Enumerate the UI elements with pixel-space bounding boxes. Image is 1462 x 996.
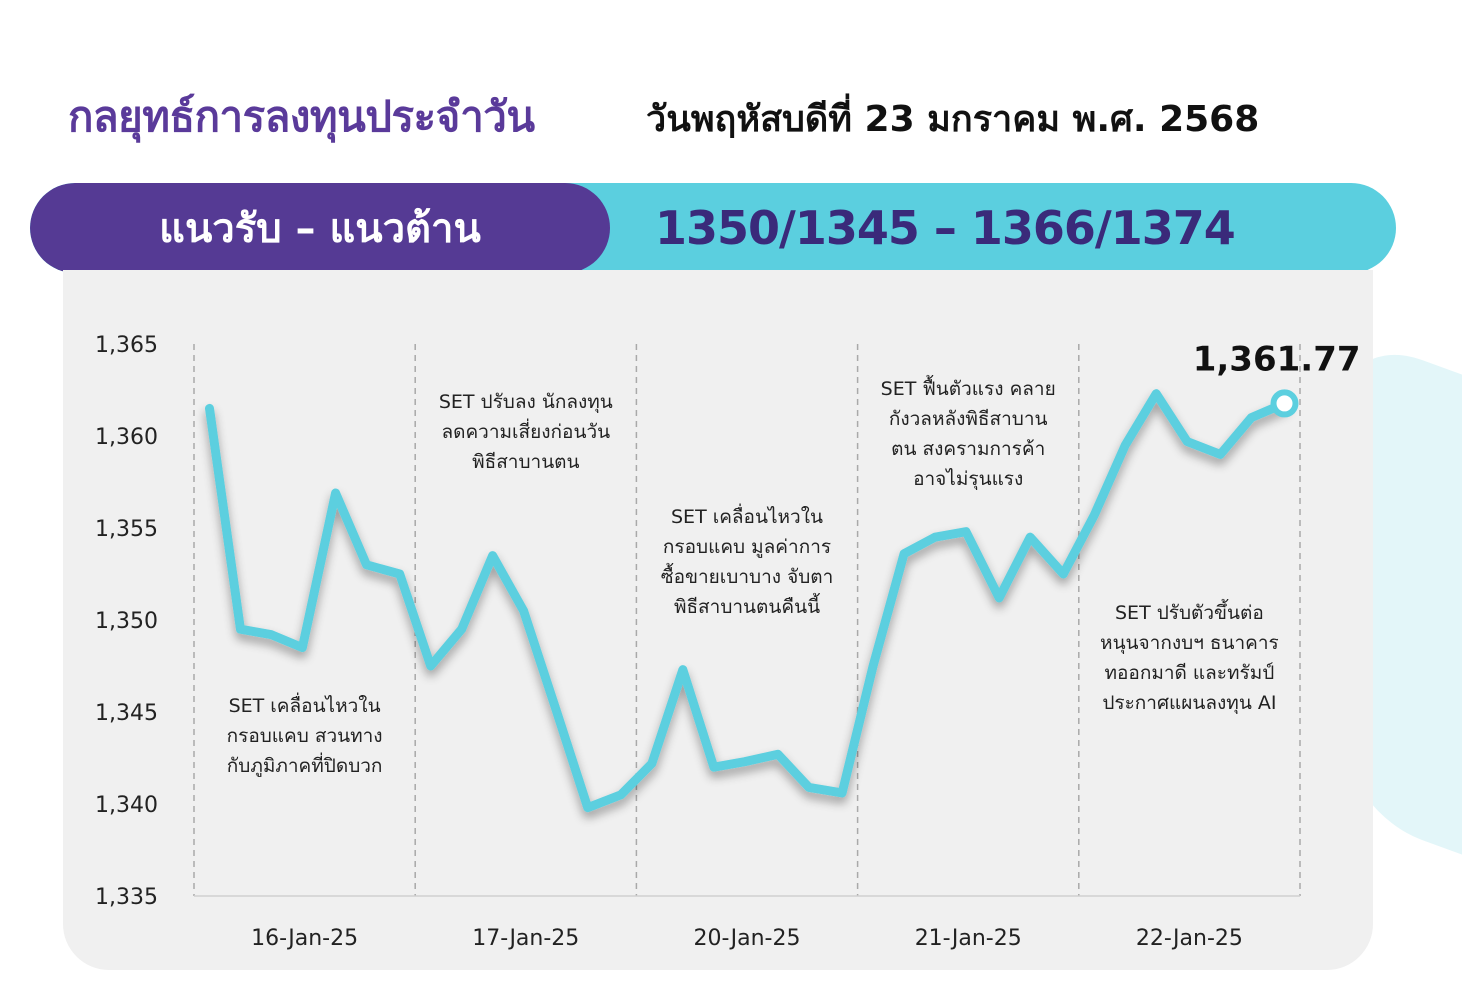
annotation-line: SET เคลื่อนไหวใน <box>229 692 381 717</box>
data-point <box>963 529 968 534</box>
annotation-line: กับภูมิภาคที่ปิดบวก <box>227 752 383 777</box>
data-point <box>300 645 305 650</box>
data-point <box>238 627 243 632</box>
chart-panel <box>63 270 1373 970</box>
data-point <box>1249 415 1254 420</box>
data-point <box>933 535 938 540</box>
data-point <box>333 491 338 496</box>
annotation-line: ประกาศแผนลงทุน AI <box>1102 692 1276 715</box>
support-resistance-band: แนวรับ – แนวต้าน 1350/1345 – 1366/1374 <box>30 183 1396 273</box>
annotation-line: SET ปรับลง นักลงทุน <box>439 391 613 414</box>
data-point <box>428 664 433 668</box>
annotation-line: ลดความเสี่ยงก่อนวัน <box>441 418 610 443</box>
y-tick-label: 1,345 <box>95 701 158 726</box>
data-point <box>840 790 845 795</box>
annotation-line: ตน สงครามการค้า <box>891 438 1045 460</box>
y-tick-label: 1,355 <box>95 517 158 542</box>
annotation-line: กรอบแคบ สวนทาง <box>227 725 383 747</box>
data-point <box>649 761 654 766</box>
data-point <box>585 805 590 810</box>
annotation-line: SET เคลื่อนไหวใน <box>671 503 823 528</box>
data-point <box>902 551 907 556</box>
y-axis: 1,365 1,360 1,355 1,350 1,345 1,340 1,335 <box>95 333 158 910</box>
annotation-line: SET ฟื้นตัวแรง คลาย <box>881 375 1056 400</box>
data-point <box>1123 443 1128 448</box>
annotation-line: พิธีสาบานตน <box>472 451 579 473</box>
data-point <box>871 664 876 668</box>
data-point <box>1092 513 1097 518</box>
data-point <box>806 785 811 790</box>
x-tick-label: 16-Jan-25 <box>251 926 358 951</box>
data-point <box>490 553 495 558</box>
annotation-line: กรอบแคบ มูลค่าการ <box>663 536 831 558</box>
data-point <box>997 595 1002 600</box>
data-point <box>618 792 623 797</box>
data-point <box>521 608 526 613</box>
x-tick-label: 17-Jan-25 <box>472 926 579 951</box>
data-point <box>269 632 274 637</box>
data-point <box>397 572 402 576</box>
data-point <box>364 562 369 567</box>
data-point <box>680 667 685 672</box>
y-tick-label: 1,360 <box>95 425 158 450</box>
x-tick-label: 22-Jan-25 <box>1136 926 1243 951</box>
annotation-line: ซื้อขายเบาบาง จับตา <box>661 563 834 588</box>
x-tick-label: 20-Jan-25 <box>693 926 800 951</box>
y-tick-label: 1,340 <box>95 793 158 818</box>
data-point <box>1028 535 1033 540</box>
y-tick-label: 1,350 <box>95 609 158 634</box>
page-title: กลยุทธ์การลงทุนประจำวัน <box>68 92 535 141</box>
data-point <box>459 627 464 632</box>
y-tick-label: 1,365 <box>95 333 158 358</box>
day-separators <box>193 344 1301 897</box>
data-point <box>1185 439 1190 444</box>
data-point <box>207 406 212 411</box>
data-point <box>554 710 559 714</box>
data-point <box>711 765 716 770</box>
support-resistance-label: แนวรับ – แนวต้าน <box>30 183 610 273</box>
annotation-line: อาจไม่รุนแรง <box>913 468 1023 491</box>
x-tick-label: 21-Jan-25 <box>915 926 1022 951</box>
series-group: 1,361.77 <box>204 339 1361 813</box>
data-point <box>1154 391 1159 396</box>
last-point-marker <box>1270 389 1299 418</box>
annotation-line: พิธีสาบานตนคืนนี้ <box>674 593 820 618</box>
annotation-line: ทออกมาดี และทรัมป์ <box>1104 662 1274 684</box>
support-resistance-value: 1350/1345 – 1366/1374 <box>655 201 1236 255</box>
data-point <box>1218 452 1223 457</box>
annotation-line: หนุนจากงบฯ ธนาคาร <box>1100 632 1279 655</box>
y-tick-label: 1,335 <box>95 885 158 910</box>
data-point <box>1061 572 1066 576</box>
annotation-line: กังวลหลังพิธีสาบาน <box>889 408 1048 430</box>
page-date: วันพฤหัสบดีที่ 23 มกราคม พ.ศ. 2568 <box>646 99 1260 140</box>
day-annotation: SET ปรับตัวขึ้นต่อหนุนจากงบฯ ธนาคารทออกม… <box>1100 599 1279 715</box>
data-point <box>775 752 780 757</box>
day-annotation: SET ปรับลง นักลงทุนลดความเสี่ยงก่อนวันพิ… <box>439 391 613 473</box>
annotation-line: SET ปรับตัวขึ้นต่อ <box>1115 599 1264 624</box>
data-point <box>742 759 747 764</box>
last-value-label: 1,361.77 <box>1193 339 1361 379</box>
x-axis: 16-Jan-25 17-Jan-25 20-Jan-25 21-Jan-25 22-J… <box>251 926 1243 951</box>
day-annotation: SET ฟื้นตัวแรง คลายกังวลหลังพิธีสาบานตน … <box>881 375 1056 491</box>
